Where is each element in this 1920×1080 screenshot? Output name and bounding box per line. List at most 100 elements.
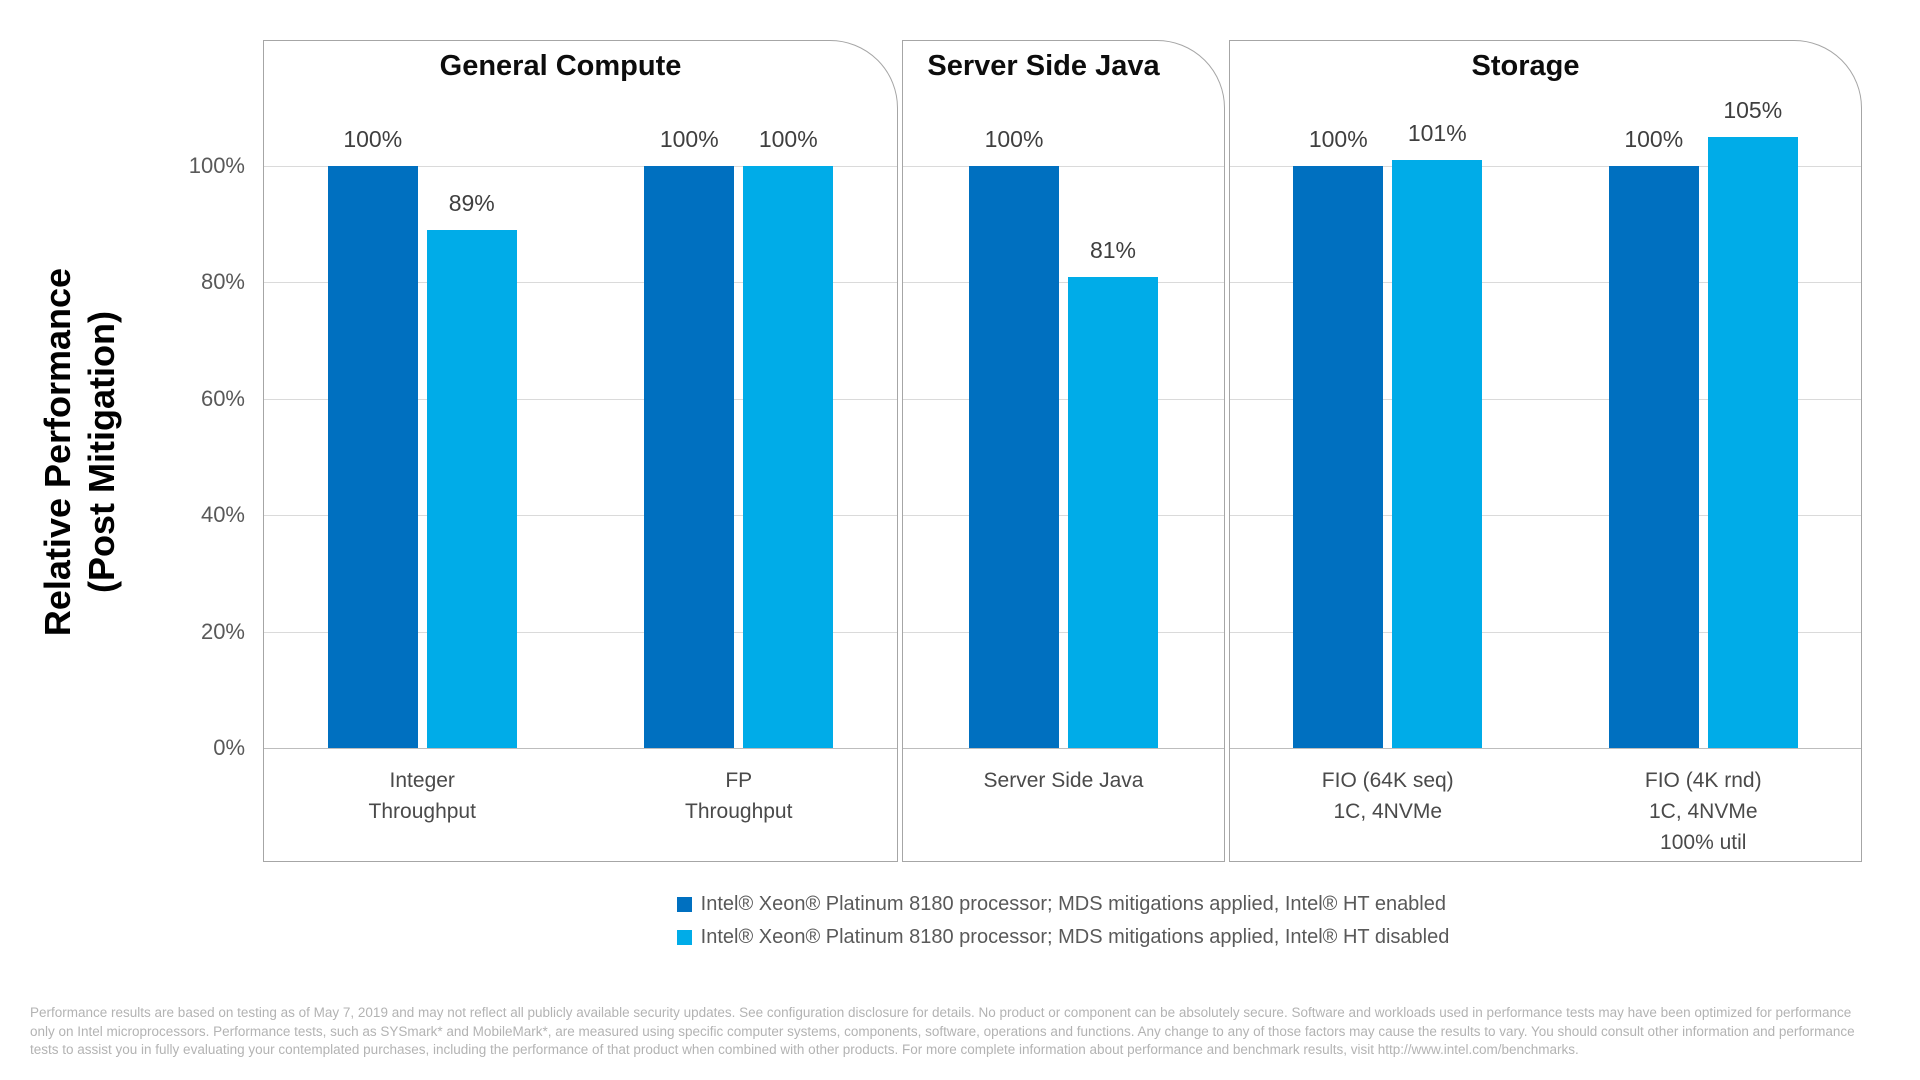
footer-line: tests to assist you in fully evaluating … (30, 1042, 1579, 1057)
legend-swatch-ht-enabled (676, 897, 692, 912)
bar-value-label: 100% (343, 126, 403, 152)
legend: Intel® Xeon® Platinum 8180 processor; MD… (263, 893, 1863, 949)
gridline (903, 166, 1224, 167)
bar-group: 100% 101% (1230, 120, 1546, 748)
legend-swatch-ht-disabled (676, 930, 692, 945)
gridline (264, 398, 897, 400)
category-label-line: 1C, 4NVMe (1333, 800, 1443, 823)
bar-column: 89% (426, 190, 517, 748)
gridline (1230, 631, 1861, 633)
bar-group: 100% 105% (1546, 97, 1862, 748)
category-axis: Integer Throughput FP Throughput (264, 748, 897, 827)
category-label: FIO (64K seq) 1C, 4NVMe (1230, 748, 1546, 858)
x-axis-line (903, 748, 1224, 749)
plot-area: 100% 101% 100% 105% (1230, 41, 1861, 748)
gridline (1230, 282, 1861, 284)
bar-column: 100% (644, 126, 735, 748)
gridline (1230, 166, 1861, 167)
bar-ht-enabled (1293, 166, 1384, 748)
gridline (264, 631, 897, 633)
bar-group: 100% 89% (264, 126, 581, 748)
bar-column: 100% (327, 126, 418, 748)
gridline (1230, 398, 1861, 400)
bar-column: 81% (1068, 237, 1158, 748)
category-label-line: FIO (64K seq) (1321, 769, 1454, 792)
gridline (903, 398, 1224, 400)
bar-ht-enabled (327, 166, 418, 748)
bar-ht-enabled (969, 166, 1059, 748)
panel-title: Server Side Java (927, 50, 1160, 82)
chart-panel-storage: Storage 100% 101% 100% 105% FIO (64K seq) 1C… (1229, 40, 1862, 862)
category-label: Integer Throughput (264, 748, 581, 827)
bar-column: 100% (1293, 126, 1384, 748)
bar-value-label: 89% (448, 190, 495, 217)
gridline (903, 515, 1224, 517)
y-axis-tick-label: 100% (188, 153, 245, 178)
bar-column: 100% (743, 126, 834, 748)
legend-label-ht-disabled: Intel® Xeon® Platinum 8180 processor; MD… (700, 926, 1450, 948)
category-label-line: Integer (389, 769, 455, 792)
category-label-line: 100% util (1660, 831, 1747, 854)
bar-column: 101% (1392, 120, 1483, 748)
category-axis: FIO (64K seq) 1C, 4NVMe FIO (4K rnd) 1C, 4N… (1230, 748, 1861, 858)
bar-value-label: 100% (1308, 126, 1368, 152)
gridline (903, 631, 1224, 633)
x-axis-line (1230, 748, 1861, 749)
bar-value-label: 100% (984, 126, 1044, 152)
y-axis-tick-label: 60% (200, 385, 245, 411)
y-axis-title: Relative Performance (Post Mitigation) (36, 268, 124, 636)
gridline (1230, 515, 1861, 517)
category-label-line: Throughput (685, 800, 793, 823)
bar-ht-enabled (644, 166, 735, 748)
bar-value-label: 101% (1407, 120, 1467, 147)
gridline (903, 282, 1224, 284)
chart-panel-server-side-java: Server Side Java 100% 81% Server Side Jav… (902, 40, 1225, 862)
category-label: FP Throughput (581, 748, 898, 827)
bar-ht-disabled (743, 166, 834, 748)
y-axis-tick-label: 20% (200, 618, 245, 644)
panel-title: Storage (1471, 50, 1580, 82)
bar-ht-disabled (1707, 136, 1798, 748)
category-label-line: 1C, 4NVMe (1648, 800, 1758, 823)
x-axis-line (264, 748, 897, 749)
footer-disclaimer: Performance results are based on testing… (30, 1004, 1894, 1060)
category-label-line: FP (725, 769, 753, 792)
category-label-line: Server Side Java (983, 769, 1144, 792)
bar-ht-disabled (426, 230, 517, 748)
gridline (264, 166, 897, 167)
footer-line: Performance results are based on testing… (30, 1005, 1852, 1020)
legend-item-ht-enabled: Intel® Xeon® Platinum 8180 processor; MD… (676, 893, 1450, 916)
bar-column: 100% (1608, 126, 1699, 748)
gridline (264, 515, 897, 517)
category-label: FIO (4K rnd) 1C, 4NVMe 100% util (1546, 748, 1862, 858)
legend-label-ht-enabled: Intel® Xeon® Platinum 8180 processor; MD… (700, 893, 1446, 915)
category-label-line: FIO (4K rnd) (1644, 769, 1762, 792)
bar-ht-enabled (1608, 166, 1699, 748)
panel-title: General Compute (439, 50, 682, 82)
legend-item-ht-disabled: Intel® Xeon® Platinum 8180 processor; MD… (676, 926, 1450, 949)
bar-ht-disabled (1392, 160, 1483, 748)
chart-panel-general-compute: General Compute 100% 89% 100% 100% Integer T… (263, 40, 898, 862)
y-axis-title-line1: Relative Performance (37, 267, 78, 637)
bar-group: 100% 100% (581, 126, 898, 748)
bar-group: 100% 81% (903, 126, 1224, 748)
plot-area: 100% 81% (903, 41, 1224, 748)
y-axis-title-line2: (Post Mitigation) (81, 311, 122, 593)
bar-ht-disabled (1068, 276, 1158, 748)
category-axis: Server Side Java (903, 748, 1224, 796)
bar-value-label: 100% (659, 126, 719, 152)
bar-value-label: 100% (1624, 126, 1684, 152)
plot-area: 100% 89% 100% 100% (264, 41, 897, 748)
bar-column: 105% (1707, 96, 1798, 748)
category-label: Server Side Java (903, 748, 1224, 796)
bar-value-label: 105% (1723, 96, 1783, 123)
y-axis-tick-label: 40% (200, 502, 245, 528)
bar-value-label: 81% (1089, 236, 1137, 263)
bar-column: 100% (969, 126, 1059, 748)
y-axis-tick-label: 0% (213, 735, 245, 760)
gridline (264, 282, 897, 284)
footer-line: only on Intel microprocessors. Performan… (30, 1023, 1855, 1039)
bar-value-label: 100% (758, 126, 818, 152)
category-label-line: Throughput (368, 800, 476, 823)
